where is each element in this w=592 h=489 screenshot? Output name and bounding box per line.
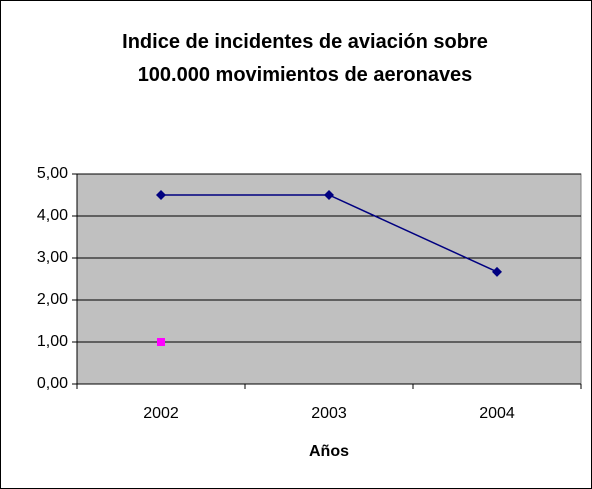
x-tick-label: 2002 <box>143 405 179 422</box>
y-tick-label: 4,00 <box>37 207 68 224</box>
data-point <box>324 190 334 200</box>
y-tick-label: 5,00 <box>37 165 68 182</box>
plot-area <box>76 173 582 385</box>
x-axis-title: Años <box>309 443 349 460</box>
x-tick-label: 2004 <box>479 405 515 422</box>
data-point <box>492 266 502 277</box>
y-tick-label: 0,00 <box>37 375 68 392</box>
y-tick-label: 2,00 <box>37 291 68 308</box>
x-tick-label: 2003 <box>311 405 347 422</box>
y-tick-label: 1,00 <box>37 333 68 350</box>
chart-title: Indice de incidentes de aviación sobre 1… <box>122 31 488 86</box>
data-point <box>156 190 166 200</box>
y-tick-label: 3,00 <box>37 249 68 266</box>
data-point <box>157 338 165 346</box>
